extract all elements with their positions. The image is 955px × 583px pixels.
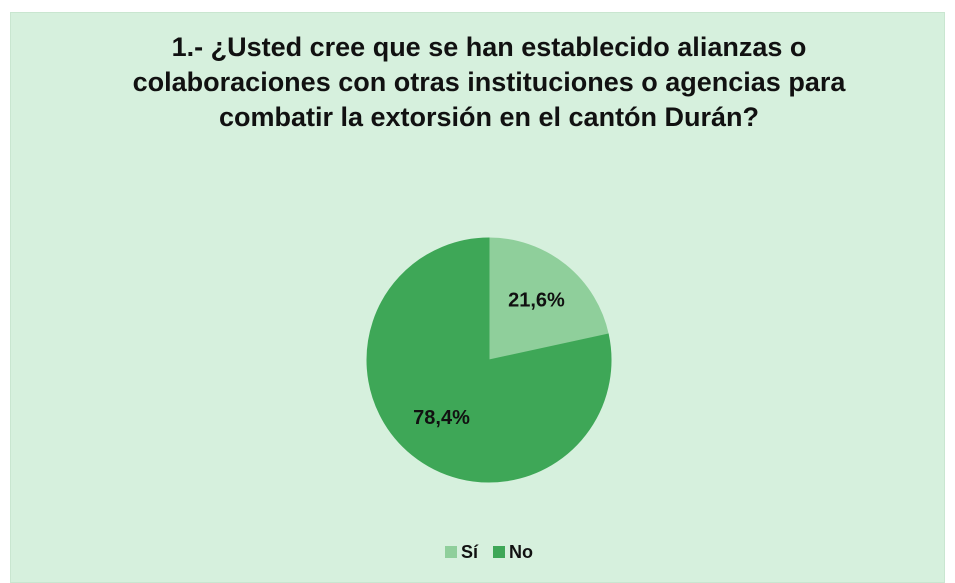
legend-label: No <box>509 542 533 562</box>
data-label: 78,4% <box>413 407 470 429</box>
chart-title: 1.- ¿Usted cree que se han establecido a… <box>132 32 846 132</box>
legend-swatch <box>445 546 457 558</box>
pie-slice <box>488 237 609 361</box>
data-label: 21,6% <box>508 289 565 311</box>
legend-swatch <box>493 546 505 558</box>
pie-slice <box>366 237 612 483</box>
legend-label: Sí <box>461 542 479 562</box>
